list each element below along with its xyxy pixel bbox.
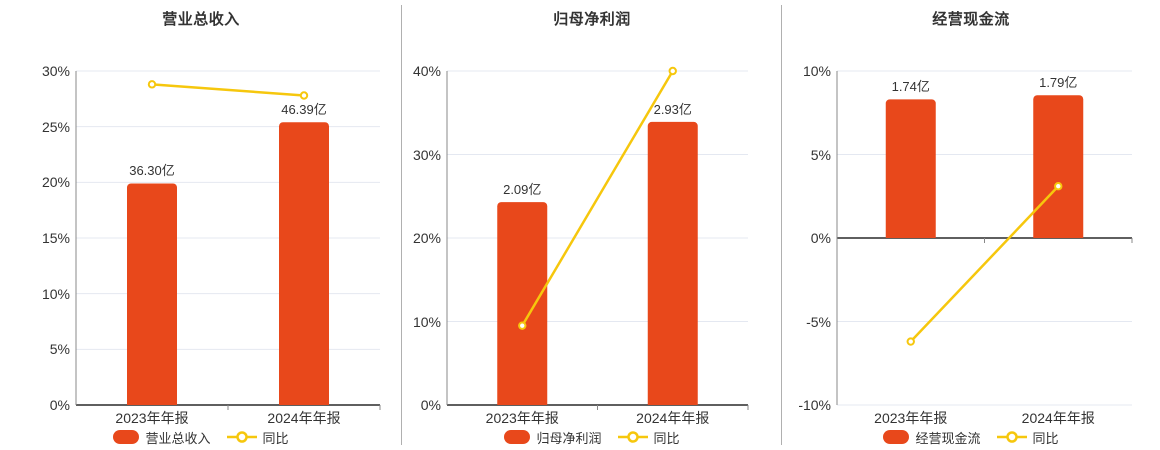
chart-plot [446,66,749,410]
y-axis-tick-label: 0% [420,397,441,413]
bar-2023年年报[interactable] [885,99,936,238]
bar-2023年年报[interactable] [127,183,177,405]
y-axis-tick-label: 15% [41,230,70,246]
x-axis-label: 2024年年报 [267,410,341,426]
y-axis-tick-label: 40% [412,63,441,79]
bar-2024年年报[interactable] [1033,95,1084,238]
x-axis-label: 2023年年报 [874,410,948,426]
legend-line-marker-icon[interactable] [226,430,257,444]
yoy-point-2024年年报[interactable] [668,66,677,76]
legend-bar-swatch[interactable] [504,430,531,444]
y-axis-tick-label: -10% [798,397,831,413]
bar-value-label: 2.09亿 [503,182,542,198]
y-axis-tick-label: -5% [806,313,831,330]
bar-2024年年报[interactable] [279,122,329,406]
legend: 经营现金流 同比 [782,427,1160,447]
chart-title: 经营现金流 [932,11,1010,28]
bar-2024年年报[interactable] [647,121,698,405]
chart-plot [75,70,381,410]
y-axis-tick-label: 20% [41,174,70,191]
chart-plot [836,70,1133,406]
bar-value-label: 2.93亿 [653,101,692,117]
panel-divider [781,5,782,445]
x-axis-label: 2024年年报 [1021,410,1095,426]
yoy-line [150,83,306,97]
bar-value-label: 36.30亿 [129,163,175,179]
legend: 归母净利润 同比 [402,427,782,447]
chart-panel-net-profit: 归母净利润 归母净利润 同比 2.09亿 2.93亿 0% 10% 20% 30% 40% 2… [402,0,782,450]
yoy-point-2023年年报[interactable] [518,321,527,330]
chart-panel-revenue: 营业总收入 营业总收入 同比 36.30亿 46.39亿 0% 5% 10% 15% 20%… [0,0,402,450]
legend-line-label[interactable]: 同比 [653,430,680,446]
y-axis-tick-label: 5% [49,341,70,358]
y-axis-tick-label: 10% [412,313,441,330]
y-axis-tick-label: 10% [41,285,70,302]
legend-line-marker-icon[interactable] [617,430,648,444]
legend-bar-label[interactable]: 归母净利润 [536,430,602,446]
y-axis-tick-label: 20% [412,230,441,246]
legend-line-marker-icon[interactable] [996,430,1027,444]
yoy-point-2024年年报[interactable] [1054,182,1063,191]
panel-divider [401,5,402,445]
chart-title: 营业总收入 [162,11,240,28]
legend-line-label[interactable]: 同比 [262,430,289,446]
x-axis-label: 2023年年报 [485,410,559,426]
yoy-point-2023年年报[interactable] [147,80,157,89]
x-axis-label: 2023年年报 [115,410,189,426]
y-axis-tick-label: 30% [412,146,441,163]
y-axis-tick-label: 25% [41,118,70,135]
chart-title: 归母净利润 [553,11,631,28]
y-axis-tick-label: 0% [810,230,831,246]
y-axis-tick-label: 0% [49,397,70,413]
legend-bar-label[interactable]: 经营现金流 [915,430,981,446]
bar-2023年年报[interactable] [497,202,548,405]
bar-value-label: 46.39亿 [281,102,327,118]
y-axis-tick-label: 30% [41,63,70,79]
legend: 营业总收入 同比 [0,427,402,447]
x-axis-label: 2024年年报 [636,410,710,426]
chart-panel-cash-flow: 经营现金流 经营现金流 同比 1.74亿 1.79亿 -10% -5% 0% 5% 10% 2… [782,0,1160,450]
yoy-point-2023年年报[interactable] [906,337,915,346]
bar-value-label: 1.79亿 [1039,75,1078,91]
y-axis-tick-label: 5% [810,146,831,163]
yoy-line [521,69,674,327]
legend-bar-swatch[interactable] [883,430,910,444]
legend-bar-label[interactable]: 营业总收入 [145,430,211,446]
yoy-point-2024年年报[interactable] [299,91,309,100]
legend-line-label[interactable]: 同比 [1032,430,1059,446]
bar-value-label: 1.74亿 [891,79,930,95]
yoy-line [909,184,1060,343]
y-axis-tick-label: 10% [802,63,831,79]
legend-bar-swatch[interactable] [113,430,140,444]
